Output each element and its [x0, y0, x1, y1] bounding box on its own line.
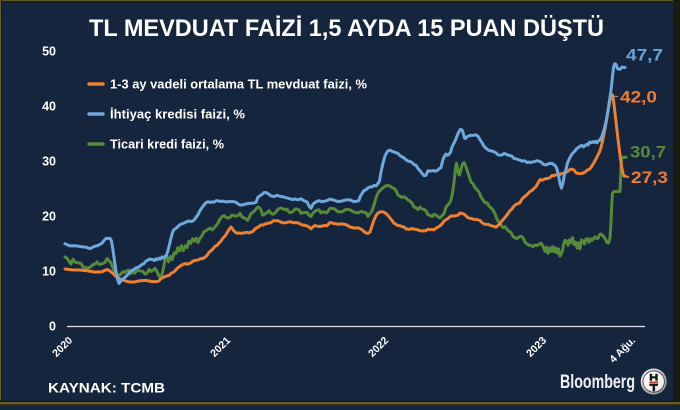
svg-text:42,0: 42,0 [620, 87, 657, 106]
svg-text:47,7: 47,7 [626, 45, 663, 64]
svg-text:10: 10 [42, 265, 56, 279]
svg-text:0: 0 [49, 320, 56, 334]
svg-text:40: 40 [42, 100, 56, 114]
svg-text:1-3 ay vadeli ortalama TL mevd: 1-3 ay vadeli ortalama TL mevduat faizi,… [110, 78, 367, 92]
svg-text:Bloomberg: Bloomberg [560, 372, 635, 393]
svg-text:27,3: 27,3 [631, 168, 668, 187]
svg-text:İhtiyaç kredisi faizi, %: İhtiyaç kredisi faizi, % [110, 107, 245, 122]
svg-text:30: 30 [42, 155, 56, 169]
svg-text:TL MEVDUAT FAİZİ 1,5 AYDA 15 P: TL MEVDUAT FAİZİ 1,5 AYDA 15 PUAN DÜŞTÜ [89, 15, 604, 42]
svg-text:KAYNAK: TCMB: KAYNAK: TCMB [48, 380, 165, 396]
svg-text:Ticari kredi faizi, %: Ticari kredi faizi, % [110, 138, 224, 152]
svg-text:30,7: 30,7 [630, 142, 666, 161]
svg-text:20: 20 [42, 210, 56, 224]
svg-text:50: 50 [42, 45, 56, 59]
